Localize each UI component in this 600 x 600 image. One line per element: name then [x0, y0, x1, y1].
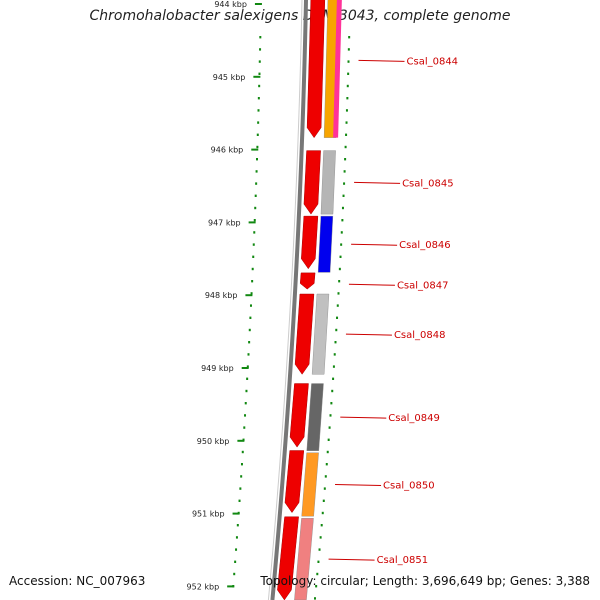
forward-gene-arrow	[299, 272, 316, 290]
gene-callout-line	[348, 283, 395, 286]
gene-label: Csal_0850	[383, 480, 435, 491]
gene-label: Csal_0848	[394, 330, 446, 341]
kbp-label: 948 kbp	[205, 291, 238, 300]
gene-label: Csal_0844	[407, 56, 459, 67]
kbp-label: 944 kbp	[214, 0, 247, 9]
gene-callout-line	[328, 558, 375, 561]
gene-callout-line	[354, 181, 401, 184]
genome-backbone-outline	[267, 0, 303, 600]
gene-block-csal_0846	[317, 215, 334, 273]
gene-label: Csal_0846	[399, 240, 451, 251]
forward-gene-arrow	[284, 450, 305, 514]
forward-gene-arrow	[277, 516, 299, 600]
forward-gene-arrow	[301, 215, 319, 270]
gene-callout-line	[335, 483, 382, 486]
gene-block-csal_0850	[301, 452, 319, 517]
forward-gene-arrow	[294, 293, 315, 375]
kbp-label: 947 kbp	[208, 218, 241, 227]
gene-callout-line	[340, 416, 387, 419]
gene-callout-line	[358, 59, 405, 62]
kbp-label: 946 kbp	[211, 146, 244, 155]
gene-label: Csal_0845	[402, 178, 454, 189]
gene-cog-stripe	[333, 0, 342, 138]
kbp-label: 945 kbp	[213, 73, 246, 82]
forward-gene-arrow	[289, 383, 309, 448]
gene-block-csal_0848	[311, 293, 330, 375]
gene-block-csal_0845	[320, 150, 336, 215]
gene-label: Csal_0849	[388, 413, 440, 424]
topology-summary: Topology: circular; Length: 3,696,649 bp…	[260, 574, 590, 588]
kbp-label: 952 kbp	[187, 582, 220, 591]
gene-label: Csal_0851	[377, 555, 429, 566]
kbp-label: 950 kbp	[197, 437, 230, 446]
forward-gene-arrow	[306, 0, 326, 139]
accession-label: Accession: NC_007963	[9, 574, 146, 588]
kbp-label: 951 kbp	[192, 510, 225, 519]
genome-backbone	[270, 0, 308, 600]
gene-label: Csal_0847	[397, 280, 449, 291]
kbp-label: 949 kbp	[201, 364, 234, 373]
forward-gene-arrow	[303, 150, 321, 215]
gene-block-csal_0849	[306, 383, 324, 451]
genome-title: Chromohalobacter salexigens DSM 3043, co…	[89, 8, 511, 24]
gene-callout-line	[351, 243, 398, 246]
gene-callout-line	[345, 333, 392, 336]
